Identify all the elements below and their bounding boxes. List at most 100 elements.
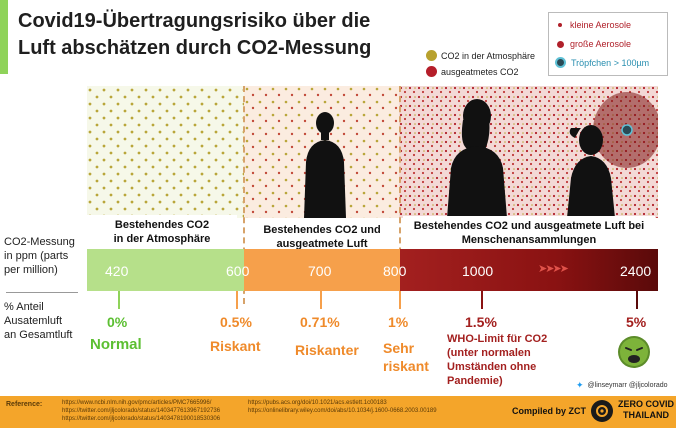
zone-atmosphere (87, 86, 244, 218)
caption-crowd: Bestehendes CO2 und ausgeatmete Luft bei… (403, 216, 655, 249)
caption-exhaled-air-line-2: ausgeatmete Luft (276, 238, 368, 250)
level-who-limit: WHO-Limit für CO2 (unter normalen Umstän… (447, 332, 547, 388)
percent-5: 5% (626, 314, 647, 330)
reference-link[interactable]: https://twitter.com/jljcolorado/status/1… (62, 408, 221, 414)
level-very-risky-line-1: Sehr (383, 340, 415, 356)
percent-scale-label: % Anteil Ausatemluft an Gesamtluft (4, 300, 72, 342)
atmosphere-co2-dot-icon (426, 50, 437, 61)
percent-scale-label-line-1: % Anteil (4, 301, 44, 313)
caption-atmosphere-line-2: in der Atmosphäre (113, 233, 211, 245)
exhaled-co2-dot-icon (426, 66, 437, 77)
sick-face-icon (618, 336, 650, 368)
tick-05-percent (236, 291, 238, 309)
twitter-icon: ✦ (576, 380, 584, 390)
co2-value-700: 700 (308, 263, 332, 279)
legend-co2-atmosphere: CO2 in der Atmosphäre (426, 50, 535, 61)
co2-value-420: 420 (105, 263, 129, 279)
title-line-1: Covid19-Übertragungsrisiko über die (18, 10, 371, 32)
percent-1: 1% (388, 314, 409, 330)
reference-link[interactable]: https://www.ncbi.nlm.nih.gov/pmc/article… (62, 400, 212, 406)
co2-value-1000: 1000 (462, 263, 494, 279)
small-aerosol-dot-icon (558, 23, 562, 27)
zero-covid-logo-icon (591, 400, 613, 422)
co2-value-800: 800 (383, 263, 407, 279)
zone-crowd (399, 86, 658, 218)
twitter-handles-text: @linseymarr @jljcolorado (587, 382, 668, 389)
twitter-handles: ✦ @linseymarr @jljcolorado (576, 380, 668, 391)
reference-link[interactable]: https://onlinelibrary.wiley.com/doi/abs/… (248, 408, 437, 414)
reference-link[interactable]: https://twitter.com/jljcolorado/status/1… (62, 416, 221, 422)
atmosphere-particles (87, 86, 244, 218)
level-who-line-4: Pandemie) (447, 375, 503, 387)
compiled-by: Compiled by ZCT (512, 406, 586, 416)
caption-crowd-line-1: Bestehendes CO2 und ausgeatmete Luft bei (413, 220, 645, 232)
scene-illustration (87, 86, 658, 218)
level-normal: Normal (90, 336, 142, 353)
percent-071: 0.71% (300, 314, 340, 330)
caption-atmosphere: Bestehendes CO2 in der Atmosphäre (87, 215, 237, 249)
caption-exhaled-air-line-1: Bestehendes CO2 und (263, 224, 381, 236)
person-silhouette-2 (447, 99, 507, 218)
percent-scale-label-line-2: Ausatemluft (4, 315, 63, 327)
legend-small-aerosols: kleine Aerosole (555, 20, 631, 30)
percent-05: 0.5% (220, 314, 252, 330)
co2-band-very-risky (400, 249, 658, 291)
legend-co2-exhaled: ausgeatmetes CO2 (426, 66, 519, 77)
caption-exhaled-air: Bestehendes CO2 und ausgeatmete Luft (249, 220, 395, 250)
tick-15-percent (481, 291, 483, 309)
co2-band-normal (87, 249, 244, 291)
label-separator (6, 292, 78, 293)
logo-line-2: THAILAND (623, 410, 669, 420)
co2-scale-label: CO2-Messung in ppm (parts per million) (4, 235, 75, 277)
level-risky: Riskant (210, 338, 261, 354)
person-silhouette-1 (304, 112, 346, 218)
legend-droplets: Tröpfchen > 100µm (555, 57, 649, 68)
level-who-line-3: Umständen ohne (447, 361, 537, 373)
logo-line-1: ZERO COVID (618, 399, 675, 409)
legend-droplets-label: Tröpfchen > 100µm (571, 57, 650, 68)
percent-scale-label-line-3: an Gesamtluft (4, 329, 73, 341)
droplet-dot-icon (555, 57, 566, 68)
level-very-risky: Sehr riskant (383, 339, 429, 375)
legend-large-aerosols: große Aerosole (555, 39, 631, 49)
zone-exhaled-air (244, 86, 399, 218)
legend-small-aerosols-label: kleine Aerosole (570, 20, 632, 30)
legend-large-aerosols-label: große Aerosole (570, 39, 632, 49)
title-line-2: Luft abschätzen durch CO2-Messung (18, 37, 372, 59)
droplet-marker (621, 124, 633, 136)
aerosol-legend: kleine Aerosole große Aerosole Tröpfchen… (548, 12, 668, 76)
tick-0-percent (118, 291, 120, 309)
level-who-line-1: WHO-Limit für CO2 (447, 333, 548, 345)
level-who-line-2: (unter normalen (447, 347, 531, 359)
footer-bar (0, 396, 676, 428)
tick-5-percent (636, 291, 638, 309)
person-silhouette-3 (567, 125, 615, 218)
zero-covid-logo-text: ZERO COVID THAILAND (618, 399, 674, 421)
zone-divider-600 (243, 86, 245, 304)
large-aerosol-dot-icon (557, 40, 564, 48)
co2-value-600: 600 (226, 263, 250, 279)
legend-co2-atmosphere-label: CO2 in der Atmosphäre (441, 50, 536, 61)
caption-atmosphere-line-1: Bestehendes CO2 (114, 219, 210, 231)
zone-divider-800 (399, 86, 401, 304)
co2-scale-label-line-1: CO2-Messung (4, 236, 75, 248)
percent-0: 0% (107, 314, 128, 330)
level-very-risky-line-2: riskant (383, 358, 429, 374)
co2-scale-label-line-3: per million) (4, 264, 58, 276)
exhaled-air-particles (244, 86, 399, 218)
title-accent-bar (0, 0, 8, 74)
page-title: Covid19-Übertragungsrisiko über die Luft… (18, 8, 438, 62)
co2-scale-label-line-2: in ppm (parts (4, 250, 69, 262)
reference-label: Reference: (6, 401, 43, 408)
band-arrows: ➤➤➤➤ (538, 263, 569, 275)
percent-15: 1.5% (465, 314, 497, 330)
crowd-particles (399, 86, 658, 218)
level-riskier: Riskanter (295, 342, 359, 358)
legend-co2-exhaled-label: ausgeatmetes CO2 (441, 66, 519, 77)
tick-071-percent (320, 291, 322, 309)
reference-link[interactable]: https://pubs.acs.org/doi/10.1021/acs.est… (248, 400, 387, 406)
co2-value-2400: 2400 (620, 263, 652, 279)
co2-band-risky (244, 249, 400, 291)
tick-1-percent (399, 291, 401, 309)
caption-crowd-line-2: Menschenansammlungen (461, 234, 597, 246)
